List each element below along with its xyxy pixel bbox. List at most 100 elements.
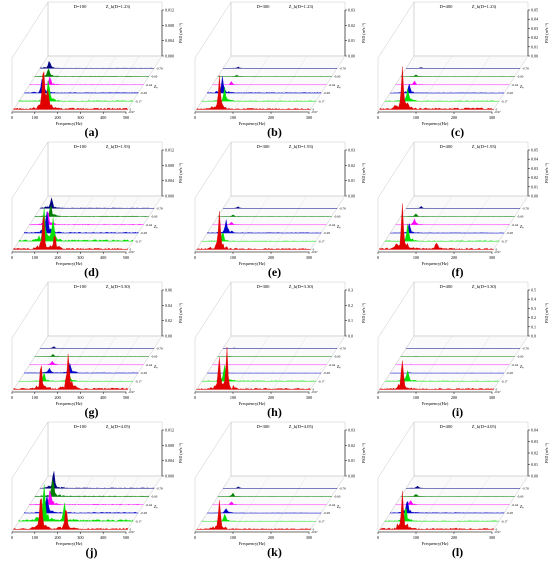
x-tick-label: 0 (377, 115, 379, 120)
floor-gridline (125, 195, 163, 253)
x-tick-label: 300 (77, 115, 83, 120)
depth-tick-label: -0.28 (506, 91, 513, 95)
chart-panel-j: 0.000 0.004 0.008 0.012 PSD (m²s⁻³) D=100 Z_k(… (0, 420, 183, 560)
x-axis-label: Frequency(Hz) (422, 541, 449, 546)
depth-tick-label: -0.60 (517, 215, 524, 219)
series-depth-0 (196, 346, 311, 390)
x-axis-label: Frequency(Hz) (239, 401, 266, 406)
psd-trace (390, 83, 505, 94)
psd-trace (196, 500, 311, 530)
z-tick-label: 0.01 (348, 38, 355, 43)
x-axis-label: Frequency(Hz) (239, 261, 266, 266)
psd-trace (212, 501, 327, 505)
z-tick-label: 0.03 (531, 26, 538, 31)
z-tick-label: 0.05 (531, 8, 538, 13)
psd-trace (18, 207, 134, 242)
x-tick-label: 200 (451, 115, 457, 120)
x-tick-label: 200 (54, 535, 60, 540)
depth-tick-label: 0 (313, 388, 315, 392)
psd-trace (34, 68, 149, 77)
psd-trace (13, 71, 128, 110)
depth-tick-label: -0.17 (501, 99, 508, 103)
psd-waterfall-plot: 0.00 0.01 0.02 0.03 0.04 0.05 PSD (m²s⁻³) D=400… (377, 141, 549, 266)
floor-gridline (270, 195, 308, 253)
depth-tick-label: -0.17 (135, 519, 142, 523)
depth-tick-label: 0 (130, 248, 132, 252)
floor-gridline (103, 475, 140, 533)
chart-panel-a: 0.000 0.004 0.008 0.012 PSD (m²s⁻³) D=100 Z_k(… (0, 0, 183, 140)
floor-gridline (80, 55, 117, 113)
z-tick-label: 0.00 (531, 54, 538, 59)
psd-trace (18, 484, 134, 522)
psd-trace (217, 492, 332, 497)
floor-gridline (11, 195, 49, 253)
psd-trace (207, 508, 322, 514)
back-wall (413, 281, 529, 337)
psd-trace (405, 67, 521, 69)
psd-trace (13, 215, 128, 250)
series-depth--0.28 (390, 223, 505, 234)
panel-title-d: D=400 (440, 284, 454, 289)
series-depth--0.28 (207, 76, 322, 94)
z-tick-label: 0.02 (348, 443, 355, 448)
psd-trace (39, 60, 155, 69)
x-tick-label: 200 (54, 395, 60, 400)
x-tick-label: 100 (32, 115, 38, 120)
depth-tick-label: -0.28 (140, 511, 147, 515)
panel-title-d: D=400 (440, 144, 454, 149)
y-axis-label: Zₖ (337, 84, 341, 89)
psd-waterfall-plot: 0.0 0.1 0.2 0.3 PSD (m²s⁻³) D=300 Z_k(D=3.30) -… (194, 281, 366, 406)
x-tick-label: 300 (306, 395, 312, 400)
y-axis-label: Zₖ (520, 364, 524, 369)
series-depth-0 (379, 360, 494, 390)
back-wall (230, 141, 346, 197)
panel-caption: (b) (267, 125, 282, 139)
series-depth--0.28 (390, 83, 505, 94)
psd-trace (29, 210, 144, 225)
chart-panel-c: 0.00 0.01 0.02 0.03 0.04 0.05 PSD (m²s⁻³) D=400… (366, 0, 549, 140)
chart-panel-k: 0.00 0.01 0.02 0.03 PSD (m²s⁻³) D=300 Z_k(D=4.… (183, 420, 366, 560)
depth-tick-label: -0.44 (328, 503, 335, 507)
depth-tick-label: 0 (496, 388, 498, 392)
depth-tick-label: -0.17 (501, 519, 508, 523)
back-wall (413, 1, 529, 57)
x-axis-label: Frequency(Hz) (239, 121, 266, 126)
y-axis-label: Zₖ (154, 224, 158, 229)
floor-plane (11, 475, 163, 533)
floor-gridline (232, 195, 270, 253)
depth-tick-label: -0.17 (501, 239, 508, 243)
x-tick-label: 300 (489, 535, 495, 540)
floor-gridline (80, 335, 117, 393)
z-axis-label: PSD (m²s⁻³) (544, 442, 549, 463)
depth-tick-label: -0.97 (128, 530, 135, 534)
series-depth--0.44 (212, 81, 327, 85)
psd-waterfall-plot: 0.00 0.01 0.02 0.03 PSD (m²s⁻³) D=300 Z_k(D=4.… (194, 421, 366, 546)
z-tick-label: 0.000 (165, 54, 174, 59)
psd-trace (196, 211, 311, 250)
depth-tick-label: -0.78 (522, 66, 529, 70)
x-tick-label: 300 (489, 255, 495, 260)
x-tick-label: 300 (77, 395, 83, 400)
depth-tick-label: -0.17 (318, 519, 325, 523)
z-tick-label: 0.2 (348, 303, 353, 308)
z-tick-label: 0.4 (531, 297, 536, 302)
panel-caption: (j) (85, 545, 98, 559)
z-tick-label: 0.00 (348, 54, 355, 59)
floor-gridline (453, 475, 491, 533)
x-tick-label: 0 (11, 395, 13, 400)
floor-plane (11, 335, 163, 393)
depth-tick-label: -0.28 (506, 371, 513, 375)
panel-title-d: D=100 (74, 424, 88, 429)
x-tick-label: 200 (268, 535, 274, 540)
panel-caption: (k) (267, 545, 282, 559)
psd-trace (395, 80, 510, 85)
x-tick-label: 0 (11, 535, 13, 540)
depth-tick-label: -0.28 (506, 511, 513, 515)
y-axis-label: Zₖ (154, 364, 158, 369)
chart-panel-f: 0.00 0.01 0.02 0.03 0.04 0.05 PSD (m²s⁻³) D=400… (366, 140, 549, 280)
psd-trace (39, 346, 155, 349)
series-depth--0.78 (222, 347, 338, 349)
x-tick-label: 0 (194, 395, 196, 400)
z-tick-label: 0.008 (165, 443, 174, 448)
x-tick-label: 400 (100, 535, 106, 540)
